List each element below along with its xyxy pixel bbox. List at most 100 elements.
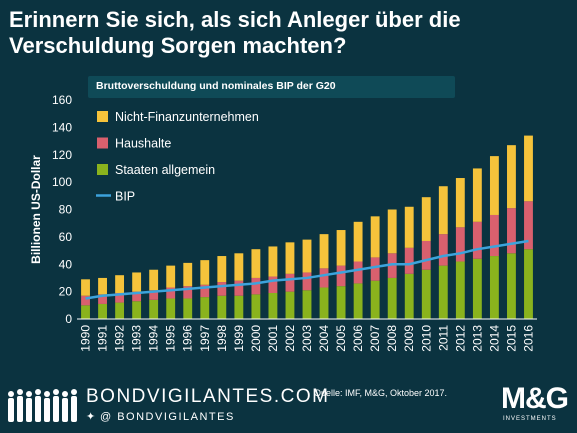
bar: [166, 287, 176, 299]
bar: [387, 277, 397, 319]
x-tick-label: 1994: [147, 325, 161, 352]
bar: [421, 197, 431, 241]
bar: [353, 221, 363, 262]
y-tick-label: 60: [59, 230, 73, 244]
x-tick-label: 2009: [402, 325, 416, 352]
y-tick-label: 120: [52, 148, 72, 162]
mg-logo-subtext: INVESTMENTS: [503, 416, 557, 422]
bar: [421, 240, 431, 270]
bar: [285, 291, 295, 319]
bar: [455, 261, 465, 319]
brand-name: BONDVIGILANTES.COM: [86, 386, 330, 407]
bar: [336, 286, 346, 319]
bar: [217, 295, 227, 319]
bar: [387, 209, 397, 254]
brand-handle: ✦ @ BONDVIGILANTES: [86, 410, 235, 423]
bar: [507, 208, 516, 254]
bar: [472, 258, 482, 319]
source-note: Quelle: IMF, M&G, Oktober 2017.: [314, 388, 448, 398]
bar: [268, 292, 278, 319]
bar: [370, 216, 380, 258]
bar: [115, 302, 125, 319]
bar: [455, 227, 465, 262]
bar: [319, 287, 329, 319]
x-tick-label: 1995: [164, 325, 178, 352]
x-tick-label: 1993: [130, 325, 144, 352]
x-tick-label: 2007: [368, 325, 382, 352]
bar: [183, 298, 193, 319]
bar: [149, 290, 159, 300]
bar: [524, 249, 533, 319]
bar: [217, 282, 227, 296]
bar: [438, 186, 448, 235]
bar: [251, 277, 261, 295]
bar: [302, 239, 312, 273]
bar: [200, 284, 210, 298]
bar: [98, 294, 107, 304]
bar: [217, 256, 227, 283]
x-tick-label: 2008: [385, 325, 399, 352]
x-tick-label: 1998: [215, 325, 229, 352]
x-tick-label: 1999: [232, 325, 246, 352]
x-tick-label: 2013: [470, 325, 484, 352]
bar: [132, 301, 142, 319]
bar: [149, 299, 159, 319]
bar: [115, 292, 125, 303]
x-tick-label: 2005: [334, 325, 348, 352]
x-tick-label: 1996: [181, 325, 195, 352]
bar: [268, 276, 278, 293]
bar: [319, 234, 329, 269]
bar: [438, 265, 448, 319]
bar: [336, 230, 346, 266]
bar: [285, 242, 295, 274]
bar: [421, 269, 431, 319]
bar: [81, 295, 90, 306]
bar: [234, 253, 244, 281]
bar: [234, 295, 244, 319]
legend-swatch: [97, 111, 108, 122]
bar: [302, 290, 312, 319]
bar: [404, 206, 414, 248]
bar: [200, 297, 210, 319]
bar: [268, 246, 278, 277]
bar: [319, 268, 329, 288]
x-tick-label: 2016: [521, 325, 535, 352]
bar: [438, 234, 448, 266]
bar: [507, 253, 516, 319]
footer: [0, 377, 577, 433]
mg-logo: [497, 380, 577, 433]
y-tick-label: 100: [52, 175, 72, 189]
x-tick-label: 2011: [436, 325, 450, 351]
y-tick-label: 0: [65, 312, 72, 326]
legend-swatch: [97, 137, 108, 149]
bar: [98, 303, 107, 319]
y-tick-label: 80: [59, 203, 73, 217]
bar: [132, 272, 142, 292]
x-tick-label: 2014: [487, 325, 501, 352]
bar: [524, 201, 533, 250]
mg-logo-text: M&G: [501, 382, 569, 415]
bar: [336, 265, 346, 287]
x-tick-label: 2010: [419, 325, 433, 352]
bar: [404, 273, 414, 319]
legend-swatch: [97, 164, 108, 175]
twitter-handle: @ BONDVIGILANTES: [100, 411, 235, 423]
y-tick-label: 40: [59, 257, 73, 271]
bar: [387, 253, 397, 278]
bar: [353, 261, 363, 284]
bar: [234, 280, 244, 296]
x-tick-label: 2015: [504, 325, 518, 352]
bondvigilantes-logo-icon: [8, 389, 77, 422]
y-tick-label: 20: [59, 285, 73, 299]
bar: [251, 249, 261, 278]
bar: [370, 257, 380, 281]
bar: [285, 273, 295, 292]
x-tick-label: 2003: [300, 325, 314, 352]
bar: [166, 265, 176, 288]
legend-label: BIP: [115, 190, 135, 204]
debt-gdp-chart: Billionen US-Dollar 0 20 40 60 80 100 120 140 160…: [29, 95, 537, 352]
x-tick-label: 1997: [198, 325, 212, 352]
bip-line: [85, 239, 529, 300]
bar: [183, 262, 193, 287]
x-tick-label: 1992: [113, 325, 127, 352]
